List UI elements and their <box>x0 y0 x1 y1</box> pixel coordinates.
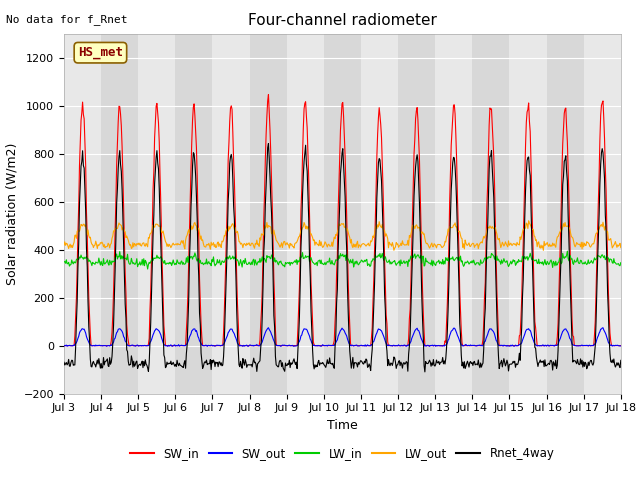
X-axis label: Time: Time <box>327 419 358 432</box>
SW_out <box>60 343 68 348</box>
Bar <box>584 34 621 394</box>
SW_out <box>70 343 78 348</box>
Line: LW_out: LW_out <box>64 221 621 250</box>
LW_out <box>525 218 532 224</box>
LW_in <box>564 248 572 254</box>
LW_in <box>70 259 78 264</box>
Rnet_4way <box>411 177 419 182</box>
LW_out <box>410 223 418 229</box>
Legend: SW_in, SW_out, LW_in, LW_out, Rnet_4way: SW_in, SW_out, LW_in, LW_out, Rnet_4way <box>125 443 559 465</box>
LW_in <box>185 260 193 265</box>
Title: Four-channel radiometer: Four-channel radiometer <box>248 13 437 28</box>
Line: LW_in: LW_in <box>64 251 621 269</box>
Rnet_4way <box>70 362 78 368</box>
SW_out <box>264 325 272 331</box>
Rnet_4way <box>264 141 272 146</box>
SW_in <box>70 343 78 348</box>
LW_in <box>214 260 222 266</box>
LW_out <box>214 240 221 246</box>
SW_in <box>214 343 221 348</box>
LW_in <box>127 255 135 261</box>
Bar <box>287 34 324 394</box>
SW_in <box>127 343 135 348</box>
LW_out <box>70 240 78 245</box>
LW_in <box>617 260 625 265</box>
Line: Rnet_4way: Rnet_4way <box>64 144 621 372</box>
SW_out <box>412 327 419 333</box>
Bar <box>361 34 398 394</box>
Bar <box>64 34 101 394</box>
Rnet_4way <box>428 360 436 366</box>
LW_out <box>617 245 625 251</box>
SW_in <box>264 92 272 97</box>
Bar <box>138 34 175 394</box>
Rnet_4way <box>421 369 429 375</box>
SW_in <box>428 343 435 348</box>
Text: No data for f_Rnet: No data for f_Rnet <box>6 14 128 25</box>
Y-axis label: Solar radiation (W/m2): Solar radiation (W/m2) <box>5 143 18 285</box>
LW_in <box>411 251 419 257</box>
LW_out <box>426 244 434 250</box>
Line: SW_out: SW_out <box>64 328 621 346</box>
Rnet_4way <box>617 358 625 363</box>
SW_out <box>214 343 222 348</box>
Rnet_4way <box>127 353 135 359</box>
Bar <box>212 34 250 394</box>
LW_out <box>184 229 192 235</box>
LW_in <box>60 259 68 265</box>
LW_out <box>127 245 135 251</box>
Rnet_4way <box>184 319 192 325</box>
LW_in <box>144 266 152 272</box>
SW_out <box>168 343 176 349</box>
Rnet_4way <box>214 360 221 365</box>
Rnet_4way <box>60 360 68 365</box>
SW_in <box>617 343 625 348</box>
SW_in <box>184 291 192 297</box>
SW_in <box>60 343 68 348</box>
Line: SW_in: SW_in <box>64 95 621 346</box>
LW_in <box>428 262 435 268</box>
Bar <box>435 34 472 394</box>
LW_out <box>60 242 68 248</box>
SW_out <box>428 343 436 348</box>
SW_out <box>617 343 625 349</box>
Bar <box>509 34 547 394</box>
SW_out <box>127 342 135 348</box>
Text: HS_met: HS_met <box>78 46 123 59</box>
SW_in <box>411 136 419 142</box>
SW_out <box>185 337 193 343</box>
LW_out <box>540 247 547 253</box>
